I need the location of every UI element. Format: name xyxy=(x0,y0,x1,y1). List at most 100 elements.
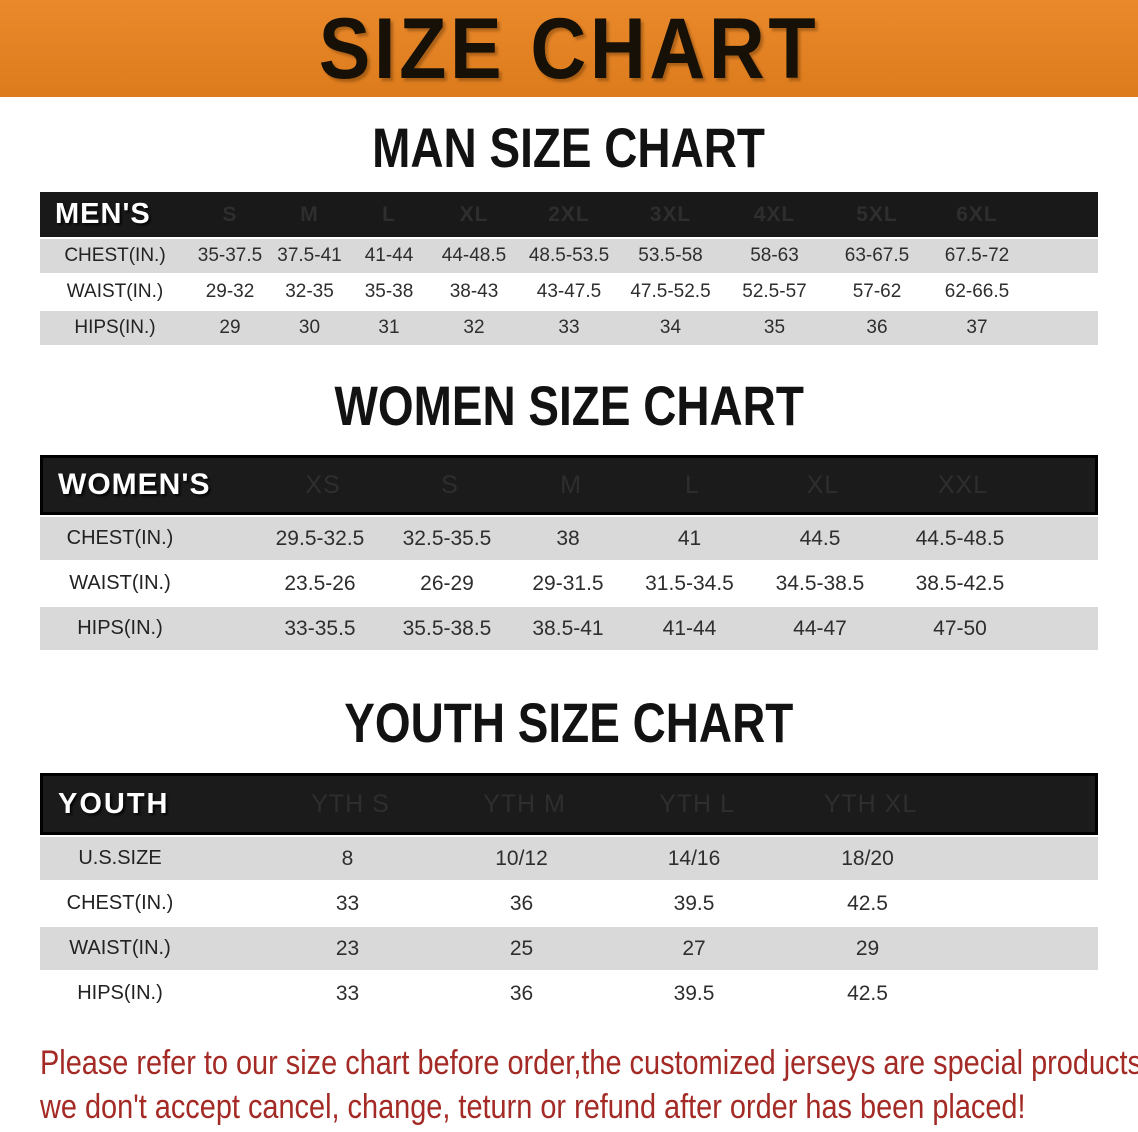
table-cell: 44.5-48.5 xyxy=(915,526,1005,550)
column-header: M xyxy=(560,470,582,499)
table-cell: 38-43 xyxy=(449,281,499,302)
column-header: M xyxy=(300,202,319,226)
row-label: WAIST(IN.) xyxy=(66,281,164,302)
table-cell: 29.5-32.5 xyxy=(275,526,365,550)
table-row: WAIST(IN.) 23.5-26 26-29 29-31.5 31.5-34.5 34… xyxy=(40,562,1098,605)
table-cell: 26-29 xyxy=(420,571,474,595)
table-cell: 57-62 xyxy=(852,281,902,302)
table-cell: 39.5 xyxy=(673,891,715,915)
youth-size-section: YOUTH SIZE CHART YOUTH YTH S YTH M YTH L YTH… xyxy=(0,691,1138,1015)
table-row: CHEST(IN.) 35-37.5 37.5-41 41-44 44-48.5 48.5… xyxy=(40,239,1098,273)
table-cell: 53.5-58 xyxy=(638,245,703,266)
youth-section-heading-text: YOUTH SIZE CHART xyxy=(344,691,794,754)
table-cell: 43-47.5 xyxy=(536,281,602,302)
table-cell: 30 xyxy=(298,317,321,338)
row-label: HIPS(IN.) xyxy=(77,617,163,639)
womens-size-table: WOMEN'S XS S M L XL XXL CHEST(IN.) 29.5-32.5 32.5… xyxy=(40,455,1098,650)
column-header: XXL xyxy=(937,470,989,499)
table-cell: 67.5-72 xyxy=(944,245,1010,266)
mens-section-heading-text: MAN SIZE CHART xyxy=(372,116,766,179)
disclaimer-note: Please refer to our size chart before or… xyxy=(40,1041,1138,1129)
table-cell: 32 xyxy=(463,317,485,338)
column-header: YTH S xyxy=(311,789,390,818)
table-row: WAIST(IN.) 23 25 27 29 xyxy=(40,927,1098,970)
column-header: YTH M xyxy=(483,789,566,818)
column-header: XL xyxy=(459,202,489,226)
table-row: HIPS(IN.) 29 30 31 32 33 34 35 36 37 xyxy=(40,311,1098,345)
table-cell: 34.5-38.5 xyxy=(775,571,865,595)
table-cell: 33 xyxy=(558,317,580,338)
table-cell: 29 xyxy=(855,936,880,960)
column-header: XL xyxy=(806,470,840,499)
table-corner-label: YOUTH xyxy=(58,787,170,820)
table-cell: 37.5-41 xyxy=(277,245,342,266)
table-cell: 36 xyxy=(509,891,534,915)
disclaimer-line: we don't accept cancel, change, teturn o… xyxy=(40,1088,1026,1126)
table-cell: 29 xyxy=(219,317,241,338)
table-cell: 31.5-34.5 xyxy=(645,571,734,595)
table-cell: 36 xyxy=(866,317,888,338)
row-label: U.S.SIZE xyxy=(78,847,162,869)
table-cell: 10/12 xyxy=(495,846,548,870)
row-label: CHEST(IN.) xyxy=(66,892,174,914)
table-row: HIPS(IN.) 33 36 39.5 42.5 xyxy=(40,972,1098,1015)
column-header: YTH L xyxy=(659,789,735,818)
row-label: WAIST(IN.) xyxy=(69,572,171,594)
table-cell: 63-67.5 xyxy=(844,245,910,266)
womens-size-section: WOMEN SIZE CHART WOMEN'S XS S M L XL XXL CHEST(… xyxy=(0,374,1138,650)
table-header-row: YOUTH YTH S YTH M YTH L YTH XL xyxy=(40,773,1098,835)
table-cell: 35-38 xyxy=(364,281,414,302)
table-cell: 32.5-35.5 xyxy=(402,526,492,550)
table-cell: 35 xyxy=(763,317,786,338)
row-label: HIPS(IN.) xyxy=(77,982,163,1004)
table-cell: 47.5-52.5 xyxy=(630,281,711,302)
column-header: S xyxy=(222,202,238,226)
womens-section-heading-text: WOMEN SIZE CHART xyxy=(334,374,804,437)
table-cell: 18/20 xyxy=(841,846,894,870)
table-row: HIPS(IN.) 33-35.5 35.5-38.5 38.5-41 41-44 44-… xyxy=(40,607,1098,650)
table-cell: 37 xyxy=(966,317,988,338)
column-header: L xyxy=(685,470,700,499)
column-header: XS xyxy=(305,470,341,499)
row-label: WAIST(IN.) xyxy=(69,937,171,959)
table-cell: 41-44 xyxy=(364,245,414,266)
size-chart-banner: SIZE CHART xyxy=(0,0,1138,97)
table-cell: 23 xyxy=(335,936,360,960)
table-cell: 27 xyxy=(682,936,706,960)
table-corner-label: WOMEN'S xyxy=(58,468,211,501)
table-cell: 36 xyxy=(509,981,534,1005)
table-cell: 33 xyxy=(335,981,360,1005)
column-header: 5XL xyxy=(856,202,898,226)
column-header: 3XL xyxy=(649,202,692,226)
column-header: 4XL xyxy=(753,202,796,226)
row-label: CHEST(IN.) xyxy=(64,245,166,266)
table-cell: 29-31.5 xyxy=(532,571,604,595)
table-row: WAIST(IN.) 29-32 32-35 35-38 38-43 43-47.5 47.… xyxy=(40,275,1098,309)
table-cell: 52.5-57 xyxy=(742,281,807,302)
mens-size-section: MAN SIZE CHART MEN'S S M L XL 2XL 3XL 4XL 5XL 6XL… xyxy=(0,116,1138,345)
table-cell: 33-35.5 xyxy=(284,616,356,640)
table-row: CHEST(IN.) 29.5-32.5 32.5-35.5 38 41 44.5 44.5… xyxy=(40,517,1098,560)
column-header: S xyxy=(441,470,459,499)
womens-section-heading: WOMEN SIZE CHART xyxy=(0,374,1138,437)
mens-section-heading: MAN SIZE CHART xyxy=(0,116,1138,179)
table-cell: 34 xyxy=(659,317,682,338)
disclaimer-line: Please refer to our size chart before or… xyxy=(40,1044,1138,1082)
table-cell: 32-35 xyxy=(285,281,334,302)
table-cell: 35-37.5 xyxy=(197,245,263,266)
table-cell: 8 xyxy=(341,846,354,870)
table-cell: 47-50 xyxy=(933,616,987,640)
youth-size-table: YOUTH YTH S YTH M YTH L YTH XL U.S.SIZE 8 10/12… xyxy=(40,773,1098,1015)
table-corner-label: MEN'S xyxy=(55,198,151,230)
table-row: U.S.SIZE 8 10/12 14/16 18/20 xyxy=(40,837,1098,880)
banner-title: SIZE CHART xyxy=(318,0,820,97)
table-cell: 38 xyxy=(556,526,580,550)
row-label: CHEST(IN.) xyxy=(66,527,174,549)
table-cell: 62-66.5 xyxy=(944,281,1010,302)
table-cell: 33 xyxy=(335,891,360,915)
table-cell: 41 xyxy=(677,526,702,550)
table-cell: 38.5-42.5 xyxy=(915,571,1005,595)
table-cell: 44-48.5 xyxy=(441,245,507,266)
table-cell: 44.5 xyxy=(799,526,841,550)
table-cell: 14/16 xyxy=(667,846,721,870)
